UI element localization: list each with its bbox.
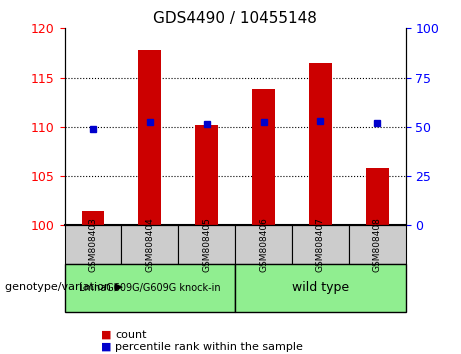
FancyBboxPatch shape (235, 264, 406, 312)
Text: LmnaG609G/G609G knock-in: LmnaG609G/G609G knock-in (79, 283, 221, 293)
Text: ■: ■ (101, 330, 112, 339)
Bar (195, 125, 218, 225)
Text: GSM808406: GSM808406 (259, 217, 268, 272)
Text: GSM808405: GSM808405 (202, 217, 211, 272)
Text: GSM808404: GSM808404 (145, 217, 154, 272)
FancyBboxPatch shape (349, 225, 406, 264)
FancyBboxPatch shape (65, 264, 235, 312)
FancyBboxPatch shape (292, 225, 349, 264)
Text: GSM808407: GSM808407 (316, 217, 325, 272)
Text: count: count (115, 330, 147, 339)
FancyBboxPatch shape (65, 225, 121, 264)
Bar (252, 90, 275, 225)
Bar (82, 211, 104, 225)
FancyBboxPatch shape (178, 225, 235, 264)
Text: genotype/variation ▶: genotype/variation ▶ (5, 282, 123, 292)
Text: GSM808403: GSM808403 (89, 217, 97, 272)
Text: GSM808408: GSM808408 (373, 217, 382, 272)
FancyBboxPatch shape (121, 225, 178, 264)
Title: GDS4490 / 10455148: GDS4490 / 10455148 (153, 11, 317, 26)
Text: wild type: wild type (292, 281, 349, 294)
Text: ■: ■ (101, 342, 112, 352)
FancyBboxPatch shape (235, 225, 292, 264)
Bar (366, 168, 389, 225)
Bar (138, 50, 161, 225)
Bar (309, 63, 332, 225)
Text: percentile rank within the sample: percentile rank within the sample (115, 342, 303, 352)
